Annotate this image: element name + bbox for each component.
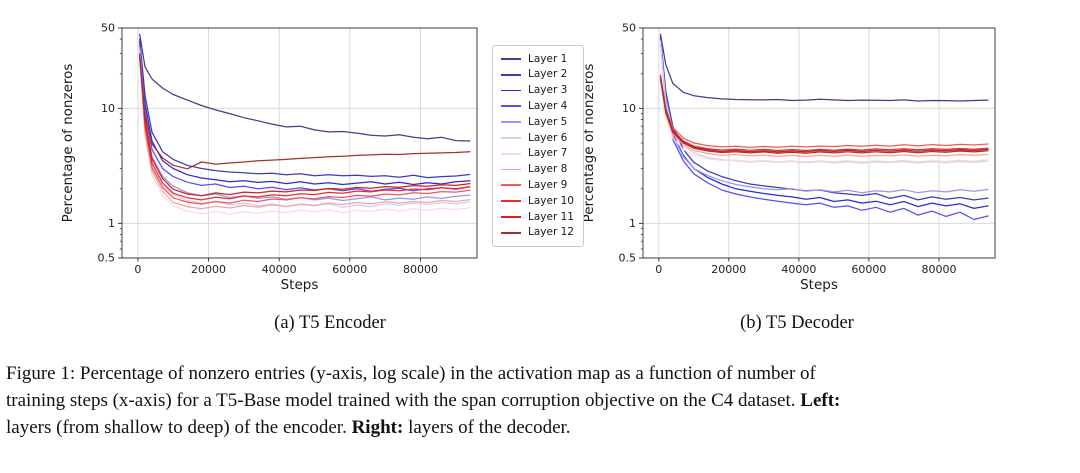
legend-label: Layer 9 — [528, 179, 568, 192]
caption-line: layers (from shallow to deep) of the enc… — [6, 414, 1074, 441]
series-line-layer-12 — [139, 56, 471, 170]
caption-text: layers (from shallow to deep) of the enc… — [6, 417, 352, 438]
legend-label: Layer 8 — [528, 163, 568, 176]
legend-label: Layer 10 — [528, 194, 574, 207]
legend-line-swatch — [501, 231, 521, 234]
series-line-layer-10 — [139, 52, 471, 201]
x-tick-label: 60000 — [332, 263, 367, 276]
legend-line-swatch — [501, 89, 521, 92]
legend-label: Layer 11 — [528, 210, 574, 223]
subcaption-b: (b) T5 Decoder — [740, 313, 854, 333]
x-axis-label: Steps — [281, 277, 319, 293]
y-axis-label: Percentage of nonzeros — [581, 64, 597, 223]
y-tick-label: 10 — [622, 102, 636, 115]
legend-item: Layer 10 — [501, 193, 574, 209]
x-tick-label: 20000 — [711, 263, 746, 276]
series-line-layer-8 — [139, 56, 471, 210]
series-line-layer-9 — [659, 74, 989, 149]
y-tick-label: 0.5 — [98, 252, 116, 265]
series-line-layer-9 — [139, 54, 471, 205]
legend-label: Layer 6 — [528, 131, 568, 144]
series-line-layer-10 — [659, 75, 989, 152]
legend-item: Layer 4 — [501, 98, 574, 114]
legend-label: Layer 12 — [528, 226, 574, 239]
series-line-layer-8 — [659, 77, 989, 158]
legend-item: Layer 5 — [501, 114, 574, 130]
x-tick-label: 40000 — [781, 263, 816, 276]
legend-item: Layer 2 — [501, 67, 574, 83]
legend-line-swatch — [501, 105, 521, 108]
x-tick-label: 20000 — [191, 263, 226, 276]
series-line-layer-1 — [659, 33, 989, 102]
legend-label: Layer 1 — [528, 52, 568, 65]
series-line-layer-1 — [139, 33, 471, 142]
legend-line-swatch — [501, 216, 521, 218]
legend-line-swatch — [501, 121, 521, 123]
y-tick-label: 10 — [101, 102, 115, 115]
series-line-layer-2 — [139, 38, 471, 179]
series-line-layer-3 — [139, 41, 471, 186]
legend-item: Layer 12 — [501, 225, 574, 241]
figure-caption: Figure 1: Percentage of nonzero entries … — [6, 360, 1074, 441]
caption-line: training steps (x-axis) for a T5-Base mo… — [6, 387, 1074, 414]
caption-bold: Right: — [351, 417, 404, 438]
caption-text: layers of the decoder. — [403, 417, 571, 438]
legend-line-swatch — [501, 168, 521, 171]
legend-line-swatch — [501, 152, 521, 155]
x-tick-label: 0 — [134, 263, 141, 276]
legend-item: Layer 3 — [501, 83, 574, 99]
legend-item: Layer 9 — [501, 177, 574, 193]
caption-line: Figure 1: Percentage of nonzero entries … — [6, 360, 1074, 387]
caption-bold: Left: — [800, 390, 841, 411]
series-line-layer-11 — [659, 77, 989, 154]
legend-label: Layer 4 — [528, 100, 568, 113]
legend-line-swatch — [501, 184, 521, 187]
legend-line-swatch — [501, 137, 521, 139]
x-tick-label: 60000 — [851, 263, 886, 276]
x-tick-label: 80000 — [403, 263, 438, 276]
caption-text: training steps (x-axis) for a T5-Base mo… — [6, 390, 801, 411]
legend-item: Layer 6 — [501, 130, 574, 146]
y-tick-label: 1 — [108, 217, 115, 230]
y-axis-label: Percentage of nonzeros — [60, 64, 76, 223]
y-tick-label: 50 — [101, 22, 115, 35]
series-line-layer-12 — [659, 78, 989, 153]
x-tick-label: 0 — [655, 263, 662, 276]
legend-label: Layer 2 — [528, 68, 568, 81]
legend-line-swatch — [501, 58, 521, 60]
series-line-layer-4 — [659, 38, 989, 221]
series-line-layer-4 — [139, 43, 471, 192]
series-line-layer-7 — [139, 58, 471, 215]
series-line-layer-5 — [659, 39, 989, 194]
legend-line-swatch — [501, 73, 521, 76]
series-line-layer-7 — [659, 78, 989, 163]
legend: Layer 1 Layer 2 Layer 3 Layer 4 Layer 5 Layer… — [492, 45, 584, 247]
encoder-chart: 0 20000 40000 60000 80000 50 10 1 0.5 Steps Percen… — [60, 22, 478, 293]
legend-item: Layer 7 — [501, 146, 574, 162]
series-line-layer-6 — [659, 41, 989, 164]
legend-item: Layer 1 — [501, 51, 574, 67]
x-axis-label: Steps — [800, 277, 838, 293]
series-line-layer-11 — [139, 54, 471, 197]
x-tick-label: 80000 — [922, 263, 957, 276]
y-tick-label: 0.5 — [619, 252, 637, 265]
caption-text: Figure 1: Percentage of nonzero entries … — [6, 363, 816, 384]
legend-line-swatch — [501, 200, 521, 202]
legend-label: Layer 7 — [528, 147, 568, 160]
subcaption-a: (a) T5 Encoder — [274, 313, 386, 333]
legend-label: Layer 3 — [528, 84, 568, 97]
legend-item: Layer 11 — [501, 209, 574, 225]
y-tick-label: 50 — [622, 22, 636, 35]
decoder-chart: 0 20000 40000 60000 80000 50 10 1 0.5 Steps Percen… — [581, 22, 996, 293]
y-tick-label: 1 — [629, 217, 636, 230]
x-tick-label: 40000 — [262, 263, 297, 276]
legend-item: Layer 8 — [501, 162, 574, 178]
legend-label: Layer 5 — [528, 115, 568, 128]
